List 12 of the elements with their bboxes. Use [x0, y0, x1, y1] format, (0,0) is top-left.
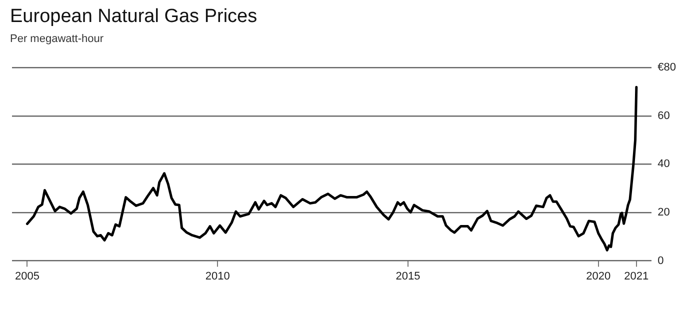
y-tick-label: 60: [658, 110, 670, 122]
x-tick-label: 2005: [14, 270, 40, 282]
y-tick-label: 20: [658, 206, 670, 219]
chart-title: European Natural Gas Prices: [10, 6, 258, 28]
y-tick-label: 0: [658, 254, 664, 267]
x-tick-label: 2021: [624, 270, 649, 282]
y-tick-label: 40: [658, 158, 670, 170]
x-tick-label: 2020: [586, 270, 611, 282]
x-tick-label: 2015: [396, 270, 420, 282]
y-tick-label: €80: [658, 62, 676, 74]
chart-subtitle: Per megawatt-hour: [10, 33, 104, 45]
x-tick-label: 2010: [205, 270, 230, 282]
